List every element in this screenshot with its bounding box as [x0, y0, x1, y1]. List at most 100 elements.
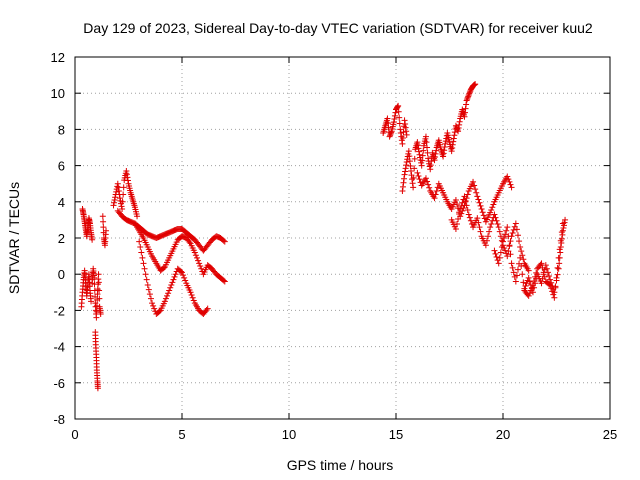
data-point: [123, 168, 130, 175]
data-point: [112, 194, 119, 201]
data-point: [520, 279, 527, 286]
data-point: [525, 292, 532, 299]
data-point: [559, 231, 566, 238]
data-point: [523, 280, 530, 287]
data-point: [402, 165, 409, 172]
data-point: [472, 186, 479, 193]
data-point: [191, 249, 198, 256]
data-point: [220, 237, 227, 244]
data-point: [516, 238, 523, 245]
data-point: [402, 124, 409, 131]
data-point: [188, 292, 195, 299]
data-point: [500, 238, 506, 245]
data-point: [179, 269, 185, 276]
data-point: [387, 132, 394, 139]
data-point: [196, 260, 203, 267]
data-point: [453, 201, 460, 208]
data-point: [119, 198, 126, 205]
data-point: [492, 214, 499, 221]
data-point: [476, 224, 483, 231]
data-point: [414, 142, 421, 149]
x-tick-label: 0: [71, 427, 78, 442]
data-point: [138, 249, 145, 256]
data-point: [89, 236, 96, 243]
data-point: [466, 90, 473, 97]
data-point: [432, 191, 439, 198]
data-point: [167, 284, 174, 291]
data-point: [553, 277, 560, 284]
data-point: [114, 183, 121, 190]
data-point: [488, 220, 495, 227]
data-point: [189, 294, 196, 301]
data-point: [195, 257, 202, 264]
data-point: [495, 260, 502, 267]
data-point: [492, 250, 499, 257]
data-point: [221, 278, 228, 285]
data-point: [181, 274, 188, 281]
data-point: [462, 197, 469, 204]
data-point: [198, 265, 205, 272]
data-point: [111, 196, 118, 203]
data-point: [110, 202, 117, 209]
data-point: [503, 227, 510, 234]
data-point: [487, 224, 494, 231]
x-tick-label: 20: [496, 427, 510, 442]
data-point: [425, 155, 432, 162]
data-point: [161, 298, 168, 305]
data-point: [403, 131, 410, 138]
y-tick-label: -8: [53, 412, 65, 427]
data-point: [455, 125, 462, 132]
data-point: [512, 220, 519, 227]
data-point: [509, 230, 516, 237]
data-point: [477, 228, 484, 235]
data-point: [151, 305, 158, 312]
data-point: [497, 249, 504, 256]
data-point: [556, 254, 563, 261]
data-point: [93, 314, 100, 321]
data-point: [485, 233, 492, 240]
data-point: [145, 286, 152, 293]
data-point: [142, 271, 149, 278]
data-point: [168, 282, 175, 289]
data-point: [558, 239, 565, 246]
data-point: [426, 184, 433, 191]
data-point: [537, 261, 544, 268]
data-point: [431, 195, 438, 202]
data-point: [522, 282, 529, 289]
data-point: [521, 285, 528, 292]
data-point: [547, 276, 554, 283]
data-point: [552, 283, 559, 290]
data-point: [491, 247, 498, 254]
data-point: [560, 225, 567, 232]
data-point: [416, 176, 423, 183]
data-point: [517, 244, 524, 251]
data-point: [115, 184, 122, 191]
data-point: [452, 196, 459, 203]
y-tick-label: 8: [58, 122, 65, 137]
data-point: [203, 306, 210, 313]
data-point: [505, 233, 512, 240]
data-point: [396, 120, 403, 127]
data-point: [526, 290, 533, 297]
y-tick-label: -6: [53, 376, 65, 391]
data-point: [476, 199, 483, 206]
data-point: [392, 109, 399, 116]
data-point: [95, 279, 102, 286]
data-point: [147, 295, 154, 302]
data-point: [452, 225, 459, 232]
data-point: [95, 271, 102, 278]
data-point: [221, 238, 228, 245]
data-point: [504, 253, 511, 260]
data-point: [197, 263, 204, 270]
data-point: [518, 263, 525, 270]
y-tick-label: 10: [51, 86, 65, 101]
data-point: [403, 128, 410, 135]
data-point: [453, 220, 460, 227]
data-point: [399, 183, 406, 190]
data-point: [116, 195, 123, 202]
data-points: [78, 81, 569, 392]
data-point: [533, 269, 540, 276]
data-point: [88, 298, 95, 305]
data-point: [427, 166, 434, 173]
data-point: [462, 109, 469, 116]
